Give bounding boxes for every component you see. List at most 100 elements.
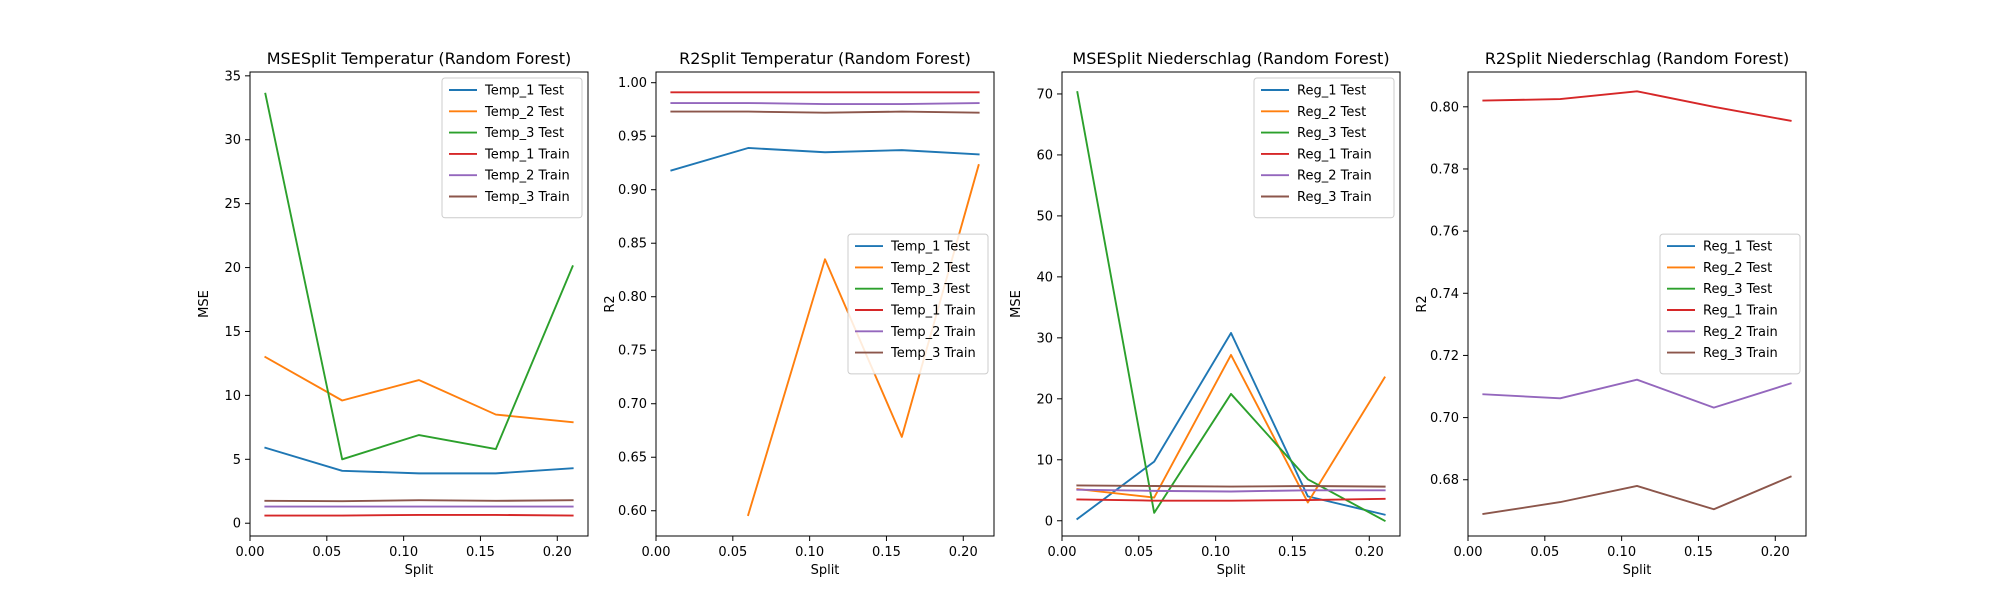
legend-label: Temp_3 Test	[484, 126, 564, 141]
x-tick-label: 0.20	[949, 545, 978, 560]
x-tick-label: 0.15	[1684, 545, 1713, 560]
y-tick-label: 0.75	[618, 344, 647, 359]
x-tick-label: 0.00	[1454, 545, 1483, 560]
y-tick-label: 50	[1036, 209, 1053, 224]
y-tick-label: 0.70	[618, 397, 647, 412]
legend-label: Temp_1 Train	[890, 304, 976, 319]
x-tick-label: 0.20	[543, 545, 572, 560]
y-tick-label: 0.68	[1430, 473, 1459, 488]
y-tick-label: 0	[1045, 514, 1053, 529]
y-tick-label: 30	[1036, 331, 1053, 346]
chart-title: R2Split Niederschlag (Random Forest)	[1485, 49, 1789, 68]
legend: Reg_1 Test Reg_2 Test Reg_3 Test Reg_1 Trai…	[1253, 77, 1395, 219]
y-tick-label: 0.85	[618, 237, 647, 252]
x-tick-label: 0.05	[312, 545, 341, 560]
x-tick-label: 0.05	[718, 545, 747, 560]
y-tick-label: 0.65	[618, 451, 647, 466]
y-tick-label: 0.90	[618, 183, 647, 198]
x-axis-label: Split	[405, 563, 434, 578]
chart-panel-2: R2Split Temperatur (Random Forest) 0.00 0.…	[603, 49, 995, 578]
chart-panel-3: MSESplit Niederschlag (Random Forest) 0.0…	[1009, 49, 1401, 578]
x-tick-label: 0.20	[1761, 545, 1790, 560]
legend-box	[1253, 77, 1395, 219]
series-line-temp-2-test	[264, 355, 574, 424]
y-tick-label: 0.80	[1430, 100, 1459, 115]
legend-label: Temp_2 Test	[484, 105, 564, 120]
y-tick-label: 0.95	[618, 130, 647, 145]
legend-box	[441, 77, 583, 219]
legend-label: Reg_2 Test	[1297, 105, 1366, 120]
series-line-reg-1-train	[1482, 90, 1792, 122]
series-line-reg-1-train	[1076, 497, 1386, 502]
axes-frame	[249, 71, 589, 537]
legend-label: Reg_3 Train	[1297, 190, 1372, 205]
y-tick-label: 5	[233, 453, 241, 468]
y-tick-label: 35	[224, 69, 241, 84]
legend-label: Temp_2 Test	[890, 261, 970, 276]
legend: Temp_1 Test Temp_2 Test Temp_3 Test Temp_1 …	[847, 233, 989, 375]
series-line-temp-1-test	[264, 446, 574, 475]
y-tick-label: 25	[224, 197, 241, 212]
y-tick-label: 60	[1036, 148, 1053, 163]
y-tick-label: 0.60	[618, 504, 647, 519]
legend-label: Temp_1 Train	[484, 147, 570, 162]
series-line-temp-1-test	[670, 147, 980, 172]
y-tick-label: 10	[1036, 453, 1053, 468]
y-tick-label: 0.72	[1430, 349, 1459, 364]
axes-frame	[655, 71, 995, 537]
y-axis-label: R2	[603, 295, 618, 312]
y-tick-label: 20	[1036, 392, 1053, 407]
legend-label: Reg_1 Test	[1297, 84, 1366, 99]
series-line-reg-2-test	[1076, 353, 1386, 504]
x-tick-label: 0.00	[1048, 545, 1077, 560]
legend-label: Reg_3 Test	[1703, 282, 1772, 297]
y-tick-label: 0.78	[1430, 162, 1459, 177]
y-axis-label: MSE	[197, 290, 212, 318]
series-lines	[1482, 90, 1792, 516]
legend-label: Reg_1 Test	[1703, 240, 1772, 255]
chart-title: MSESplit Niederschlag (Random Forest)	[1072, 49, 1389, 68]
series-line-temp-2-train	[670, 102, 980, 106]
x-tick-label: 0.10	[1201, 545, 1230, 560]
x-tick-label: 0.20	[1355, 545, 1384, 560]
series-line-temp-3-train	[670, 110, 980, 114]
legend-label: Reg_2 Train	[1703, 325, 1778, 340]
y-axis-label: MSE	[1009, 290, 1024, 318]
legend-label: Reg_1 Train	[1703, 304, 1778, 319]
series-line-temp-3-train	[264, 499, 574, 503]
y-tick-label: 0.74	[1430, 287, 1459, 302]
legend-label: Reg_1 Train	[1297, 147, 1372, 162]
chart-title: R2Split Temperatur (Random Forest)	[679, 49, 971, 68]
legend-label: Reg_3 Train	[1703, 346, 1778, 361]
legend-label: Reg_2 Test	[1703, 261, 1772, 276]
series-line-reg-3-train	[1482, 475, 1792, 516]
legend-label: Reg_3 Test	[1297, 126, 1366, 141]
legend-label: Temp_1 Test	[890, 240, 970, 255]
y-axis-label: R2	[1415, 295, 1430, 312]
y-tick-label: 0.70	[1430, 411, 1459, 426]
y-tick-label: 40	[1036, 270, 1053, 285]
series-line-reg-2-train	[1076, 488, 1386, 493]
legend-label: Temp_3 Train	[484, 190, 570, 205]
series-lines	[264, 92, 574, 517]
legend-box	[847, 233, 989, 375]
legend-label: Temp_3 Test	[890, 282, 970, 297]
x-tick-label: 0.15	[872, 545, 901, 560]
x-axis-label: Split	[811, 563, 840, 578]
x-tick-label: 0.10	[389, 545, 418, 560]
legend: Reg_1 Test Reg_2 Test Reg_3 Test Reg_1 Trai…	[1659, 233, 1801, 375]
x-axis-label: Split	[1623, 563, 1652, 578]
y-tick-label: 70	[1036, 87, 1053, 102]
legend-label: Temp_2 Train	[890, 325, 976, 340]
series-line-temp-1-train	[264, 513, 574, 517]
x-tick-label: 0.05	[1124, 545, 1153, 560]
legend-label: Temp_1 Test	[484, 84, 564, 99]
x-tick-label: 0.15	[466, 545, 495, 560]
y-tick-label: 0.76	[1430, 225, 1459, 240]
x-axis-label: Split	[1217, 563, 1246, 578]
y-tick-label: 1.00	[618, 76, 647, 91]
y-tick-label: 0.80	[618, 290, 647, 305]
legend-label: Temp_2 Train	[484, 169, 570, 184]
y-tick-label: 30	[224, 133, 241, 148]
x-tick-label: 0.00	[642, 545, 671, 560]
